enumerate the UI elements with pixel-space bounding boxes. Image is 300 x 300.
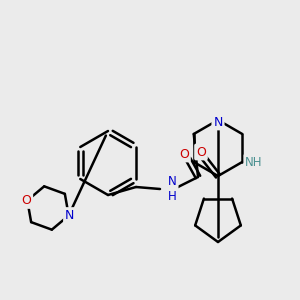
Text: NH: NH xyxy=(245,155,263,169)
Text: O: O xyxy=(196,146,206,158)
Text: O: O xyxy=(21,194,31,207)
Text: N: N xyxy=(213,116,223,128)
Text: N: N xyxy=(65,209,74,222)
Text: O: O xyxy=(179,148,189,160)
Text: N
H: N H xyxy=(168,175,177,203)
